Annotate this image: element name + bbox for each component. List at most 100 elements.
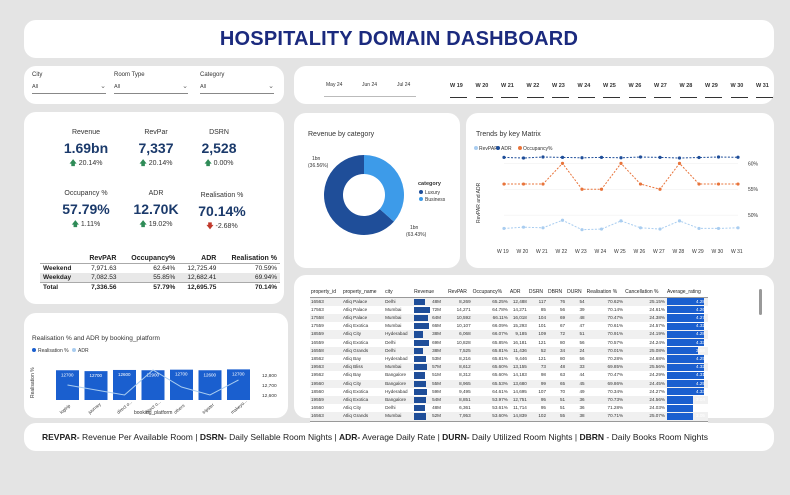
data-point[interactable] [599, 155, 604, 159]
category-filter[interactable]: Category All ⌄ [200, 72, 274, 94]
bar[interactable] [170, 369, 193, 400]
data-point[interactable] [541, 155, 545, 159]
week-slicer-item[interactable]: W 29 [705, 83, 718, 89]
data-point[interactable] [638, 182, 643, 186]
data-point[interactable] [521, 156, 526, 160]
month-slicer-item[interactable]: Jun 24 [362, 82, 378, 88]
data-point[interactable] [658, 155, 662, 159]
column-header[interactable]: ADR [178, 254, 220, 264]
week-slicer-item[interactable]: W 22 [526, 83, 540, 89]
data-point[interactable] [541, 182, 545, 186]
data-point[interactable] [502, 182, 506, 186]
column-header[interactable]: Cancellation % [624, 288, 666, 298]
donut-slice-luxury[interactable] [324, 155, 394, 235]
data-point[interactable] [599, 227, 604, 231]
donut-slice-business[interactable] [364, 155, 404, 222]
data-point[interactable] [677, 156, 682, 160]
data-point[interactable] [716, 182, 721, 186]
week-slicer-item[interactable]: W 31 [756, 83, 769, 89]
data-point[interactable] [502, 155, 506, 159]
data-point[interactable] [619, 161, 623, 165]
column-header[interactable]: Realisation % [585, 288, 625, 298]
data-point[interactable] [560, 161, 565, 165]
column-header[interactable]: Occupancy% [119, 254, 179, 264]
month-slicer-item[interactable]: Jul 24 [397, 82, 411, 88]
bar[interactable] [141, 370, 165, 400]
column-header[interactable]: DSRN [527, 288, 547, 298]
table-row[interactable]: 17563 Atliq Palace Mumbai 72M 14,271 64.78% 14… [310, 306, 708, 314]
city-select[interactable]: All ⌄ [32, 83, 106, 94]
chevron-down-icon[interactable]: ⌄ [182, 83, 188, 90]
table-row[interactable]: 19560 Atliq City Bangalore 55M 8,965 65.53% 13… [310, 379, 708, 388]
column-header[interactable]: Revenue [413, 288, 448, 298]
data-point[interactable] [638, 226, 643, 230]
table-row[interactable]: 16558 Atliq Grands Delhi 38M 7,525 65.81% 11,4… [310, 346, 708, 355]
chevron-down-icon[interactable]: ⌄ [100, 83, 106, 90]
table-row[interactable]: 18562 Atliq Bay Hyderabad 53M 8,216 65.81% 9,4… [310, 355, 708, 363]
data-point[interactable] [677, 219, 682, 223]
data-point[interactable] [560, 218, 565, 222]
room-type-filter[interactable]: Room Type All ⌄ [114, 72, 188, 94]
data-point[interactable] [521, 182, 526, 186]
table-row[interactable]: 19559 Atliq Exotica Bangalore 54M 8,851 53.97… [310, 395, 708, 405]
city-filter[interactable]: City All ⌄ [32, 72, 106, 94]
week-slicer-item[interactable]: W 26 [628, 83, 642, 89]
column-header[interactable]: city [384, 288, 414, 298]
data-point[interactable] [502, 226, 506, 231]
bar[interactable] [113, 369, 136, 400]
table-row[interactable]: 19563 Atliq Bliss Mumbai 57M 8,612 65.60% 13,1… [310, 363, 708, 372]
category-select[interactable]: All ⌄ [200, 83, 274, 94]
week-slicer-item[interactable]: W 24 [577, 83, 591, 89]
data-point[interactable] [541, 226, 545, 230]
data-point[interactable] [560, 155, 565, 159]
table-row[interactable]: 16563 Atliq Grands Mumbai 52M 7,953 53.60% 14,… [310, 412, 708, 422]
column-header[interactable] [40, 254, 81, 264]
table-row[interactable]: Weekend 7,971.63 62.64% 12,725.49 70.59% [40, 264, 280, 274]
column-header[interactable]: DURN [566, 288, 586, 298]
data-point[interactable] [580, 228, 584, 232]
table-row[interactable]: 18559 Atliq City Hyderabad 38M 6,068 66.07% 9,… [310, 330, 708, 339]
month-slicer-item[interactable]: May 24 [326, 82, 343, 88]
column-header[interactable]: property_name [341, 288, 385, 298]
week-slicer-item[interactable]: W 19 [450, 83, 463, 89]
column-header[interactable]: ADR [508, 288, 528, 298]
data-point[interactable] [619, 156, 623, 160]
week-slicer-item[interactable]: W 23 [552, 83, 565, 89]
column-header[interactable]: Occupancy% [471, 288, 509, 298]
table-row[interactable]: 16563 Atliq Palace Delhi 48M 8,269 65.25% 12,4… [310, 297, 708, 306]
data-point[interactable] [736, 182, 740, 186]
table-row[interactable]: Weekday 7,082.53 55.85% 12,682.41 69.94% [40, 273, 280, 283]
week-slicer-item[interactable]: W 21 [501, 83, 514, 89]
data-point[interactable] [697, 182, 701, 186]
bar[interactable] [198, 370, 222, 400]
data-point[interactable] [580, 156, 584, 160]
data-point[interactable] [677, 161, 682, 165]
table-row[interactable]: 17559 Atliq Exotica Mumbai 66M 10,107 66.09% 1… [310, 322, 708, 330]
bar[interactable] [227, 369, 250, 400]
data-point[interactable] [580, 187, 584, 191]
column-header[interactable]: Realisation % [219, 254, 280, 264]
data-point[interactable] [697, 226, 701, 231]
data-point[interactable] [619, 219, 623, 223]
week-slicer-item[interactable]: W 28 [679, 83, 693, 89]
room-type-select[interactable]: All ⌄ [114, 83, 188, 94]
table-row[interactable]: 18560 Atliq Exotica Hyderabad 59M 9,495 64.61… [310, 388, 708, 396]
bar[interactable] [84, 371, 108, 400]
data-point[interactable] [716, 226, 721, 231]
data-point[interactable] [521, 225, 526, 229]
data-point[interactable] [658, 187, 662, 191]
week-slicer-item[interactable]: W 25 [603, 83, 616, 89]
vertical-scrollbar[interactable] [759, 289, 762, 315]
table-row[interactable]: 17558 Atliq Palace Mumbai 64M 10,592 66.11% 16… [310, 313, 708, 323]
week-slicer-item[interactable]: W 27 [654, 83, 667, 89]
data-point[interactable] [736, 155, 740, 159]
column-header[interactable]: property_id [310, 288, 342, 298]
chevron-down-icon[interactable]: ⌄ [268, 83, 274, 90]
table-row[interactable]: 19562 Atliq Bay Bangalore 51M 8,312 65.60% 14,… [310, 371, 708, 380]
column-header[interactable]: RevPAR [447, 288, 472, 298]
data-point[interactable] [599, 187, 604, 191]
data-point[interactable] [736, 226, 740, 230]
column-header[interactable]: DBRN [547, 288, 567, 298]
data-point[interactable] [697, 155, 701, 160]
data-point[interactable] [658, 227, 662, 231]
